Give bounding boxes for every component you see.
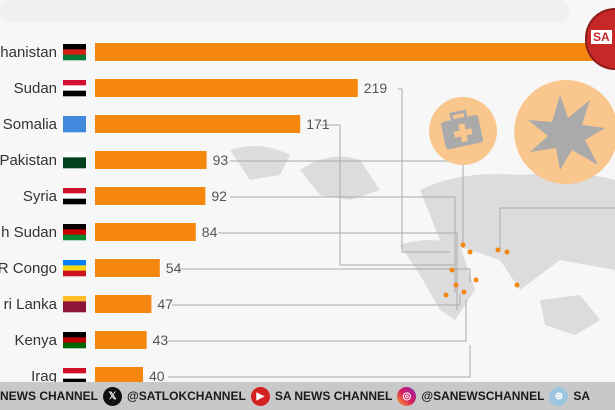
flag-icon [63, 188, 86, 205]
value-label: 93 [213, 152, 229, 168]
category-label: Kenya [14, 332, 57, 349]
flag-icon [63, 44, 86, 61]
medical-kit-icon [429, 97, 497, 165]
flag-icon [63, 260, 86, 277]
ticker-item[interactable]: SA [573, 389, 591, 403]
globe-icon[interactable]: ⊕ [549, 386, 569, 406]
youtube-icon[interactable]: ▶ [250, 386, 270, 406]
bar [95, 151, 207, 169]
value-label: 92 [211, 188, 227, 204]
category-label: hanistan [0, 44, 57, 61]
category-label: R Congo [0, 260, 57, 277]
bar [95, 223, 196, 241]
bar [95, 43, 615, 61]
flag-icon [63, 296, 86, 313]
value-label: 43 [153, 332, 169, 348]
category-label: Somalia [3, 116, 58, 133]
header-bar [0, 0, 570, 22]
value-label: 171 [306, 116, 330, 132]
value-label: 47 [157, 296, 173, 312]
chart: hanistan Sudan 219 Somalia 171 Pakistan 93 Syri… [0, 0, 615, 382]
bar [95, 79, 358, 97]
value-label: 54 [166, 260, 182, 276]
flag-icon [63, 80, 86, 97]
ticker-item[interactable]: @SATLOKCHANNEL [127, 389, 246, 403]
category-label: ri Lanka [4, 296, 58, 313]
flag-icon [63, 332, 86, 349]
value-label: 84 [202, 224, 218, 240]
ticker-item[interactable]: SA NEWS CHANNEL [274, 389, 393, 403]
bar [95, 115, 301, 133]
social-ticker: NEWS CHANNEL 𝕏 @SATLOKCHANNEL ▶ SA NEWS … [0, 382, 615, 410]
bar [95, 331, 147, 349]
flag-icon [63, 116, 86, 133]
explosion-icon [514, 79, 615, 184]
location-dots [443, 242, 520, 298]
bar [95, 259, 160, 277]
ticker-item[interactable]: @SANEWSCHANNEL [421, 389, 545, 403]
bar [95, 367, 143, 382]
flag-icon [63, 224, 86, 241]
category-label: Irag [31, 368, 57, 382]
flag-icon [63, 368, 86, 382]
x-icon[interactable]: 𝕏 [103, 386, 122, 406]
category-label: Sudan [14, 80, 57, 97]
world-map [230, 146, 615, 335]
category-label: h Sudan [1, 224, 57, 241]
ticker-item: NEWS CHANNEL [0, 389, 98, 403]
logo-text: SA [591, 30, 612, 44]
value-label: 40 [149, 368, 165, 382]
value-label: 219 [364, 80, 388, 96]
instagram-icon[interactable]: ◎ [397, 386, 417, 406]
flag-icon [63, 152, 86, 169]
category-label: Pakistan [0, 152, 57, 169]
bar [95, 295, 152, 313]
bar [95, 187, 206, 205]
category-label: Syria [23, 188, 58, 205]
